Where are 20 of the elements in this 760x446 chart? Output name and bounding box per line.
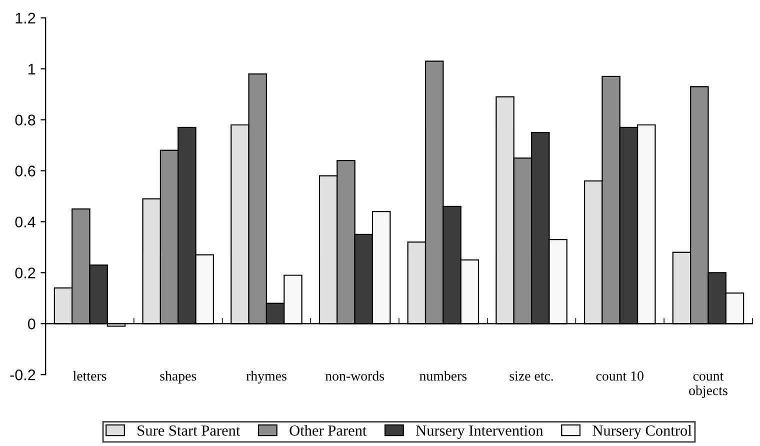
y-tick-label: 1 — [28, 64, 36, 74]
legend-label: Nursery Control — [592, 424, 692, 439]
x-tick-label: count objects — [689, 372, 728, 398]
y-tick-label: 0 — [28, 318, 36, 330]
y-tick-label: 0.6 — [15, 166, 36, 176]
x-tick-label: shapes — [160, 370, 196, 384]
x-tick-label: size etc. — [510, 371, 553, 381]
x-tick-label: rhymes — [246, 370, 286, 384]
y-tick-label: 0.8 — [15, 114, 36, 126]
legend-label: Other Parent — [290, 424, 367, 436]
y-tick-label: -0.2 — [10, 370, 36, 380]
x-tick-label: letters — [73, 370, 106, 381]
x-tick-label: non-words — [325, 370, 384, 381]
y-tick-label: 1.2 — [16, 12, 36, 24]
y-tick-label: 0.4 — [15, 216, 36, 228]
legend-label: Nursery Intervention — [416, 425, 544, 439]
y-tick-label: 0.2 — [15, 268, 36, 278]
x-tick-label: count 10 — [596, 371, 644, 381]
x-tick-label: numbers — [420, 370, 467, 381]
legend-label: Sure Start Parent — [138, 425, 240, 436]
